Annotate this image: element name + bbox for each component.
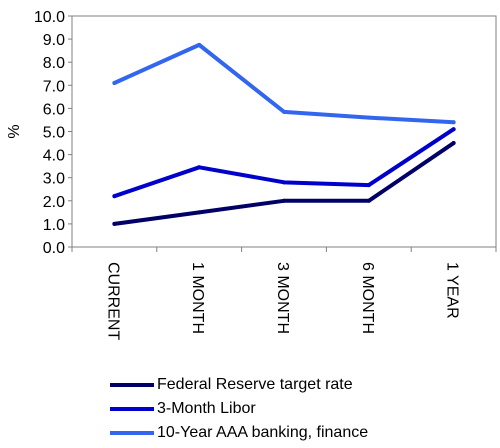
- y-tick-label: 7.0: [43, 78, 65, 95]
- y-tick-label: 2.0: [43, 194, 65, 211]
- legend-label-fed-rate: Federal Reserve target rate: [157, 376, 353, 393]
- data-point: [112, 194, 117, 199]
- x-tick-label: CURRENT: [104, 262, 121, 340]
- data-point: [197, 165, 202, 170]
- legend-swatch-libor: [110, 407, 154, 411]
- x-tick-label: 6 MONTH: [359, 262, 376, 334]
- y-tick-label: 4.0: [43, 148, 65, 165]
- legend-item-fed-rate: Federal Reserve target rate: [110, 373, 495, 397]
- legend-swatch-aaa: [110, 431, 154, 435]
- series-line-1: [112, 127, 456, 199]
- data-point: [197, 210, 202, 215]
- data-point: [366, 198, 371, 203]
- x-tick-label: 1 MONTH: [189, 262, 206, 334]
- legend-item-libor: 3-Month Libor: [110, 397, 495, 421]
- y-tick-label: 5.0: [43, 125, 65, 142]
- y-tick-label: 9.0: [43, 32, 65, 49]
- data-point: [451, 141, 456, 146]
- legend-label-aaa: 10-Year AAA banking, finance: [157, 424, 369, 441]
- legend-item-aaa: 10-Year AAA banking, finance: [110, 421, 495, 445]
- data-point: [112, 221, 117, 226]
- plot-area-frame: [71, 15, 497, 248]
- data-point: [282, 198, 286, 203]
- data-point: [112, 80, 117, 85]
- data-point: [451, 127, 456, 132]
- data-point: [366, 115, 371, 120]
- x-tick-label: 1 YEAR: [444, 262, 461, 319]
- y-tick-label: 1.0: [43, 217, 65, 234]
- data-point: [451, 120, 456, 125]
- y-tick-label: 8.0: [43, 55, 65, 72]
- y-tick-label: 6.0: [43, 101, 65, 118]
- y-tick-label: 10.0: [34, 9, 65, 26]
- data-point: [197, 42, 202, 47]
- legend-swatch-fed-rate: [110, 383, 154, 387]
- x-tick-label: 3 MONTH: [274, 262, 291, 334]
- data-point: [282, 180, 286, 185]
- y-tick-label: 0.0: [43, 240, 65, 257]
- data-point: [282, 109, 286, 114]
- legend-label-libor: 3-Month Libor: [157, 400, 256, 417]
- legend: Federal Reserve target rate 3-Month Libo…: [110, 373, 495, 445]
- data-point: [366, 183, 371, 188]
- y-tick-label: 3.0: [43, 171, 65, 188]
- y-axis-title: %: [6, 124, 23, 138]
